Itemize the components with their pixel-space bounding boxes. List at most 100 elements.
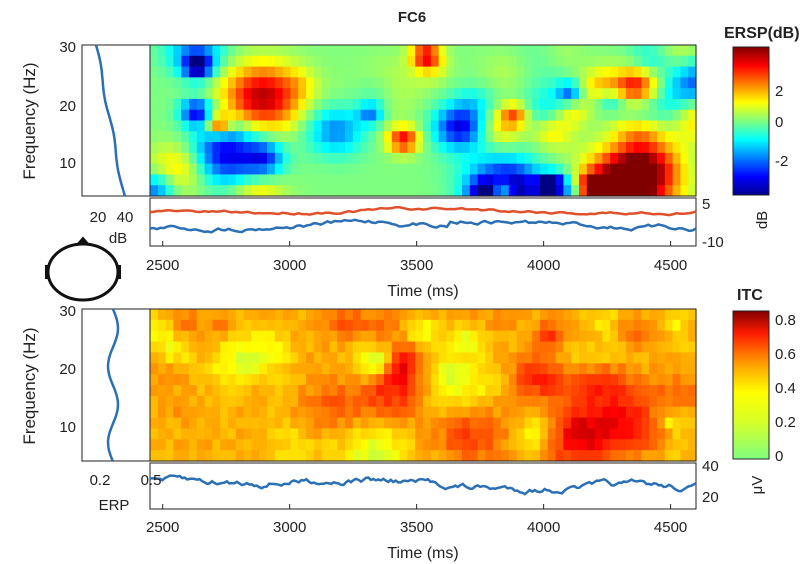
itc-cell bbox=[579, 406, 588, 419]
itc-cell bbox=[415, 439, 424, 451]
ersp-cell bbox=[368, 163, 377, 176]
ersp-cell bbox=[251, 174, 260, 186]
ersp-cell bbox=[165, 66, 174, 78]
itc-cell bbox=[547, 374, 557, 386]
ersp-cell bbox=[508, 98, 518, 111]
itc-cell bbox=[173, 417, 182, 430]
itc-cell bbox=[501, 417, 510, 430]
ersp-cell bbox=[657, 152, 666, 165]
ersp-cell bbox=[352, 98, 362, 111]
itc-cell bbox=[368, 319, 377, 332]
ersp-cell bbox=[181, 163, 190, 176]
ersp-cell bbox=[165, 163, 174, 176]
itc-cell bbox=[220, 363, 229, 375]
ersp-cell bbox=[189, 66, 198, 78]
ersp-cell bbox=[196, 152, 206, 165]
itc-cell bbox=[313, 395, 323, 408]
itc-cell bbox=[532, 341, 541, 354]
itc-cell bbox=[680, 417, 689, 430]
itc-cell bbox=[345, 406, 354, 419]
itc-cell bbox=[532, 309, 541, 321]
ersp-cell bbox=[516, 109, 525, 122]
itc-cell bbox=[501, 309, 510, 321]
ersp-cell bbox=[454, 174, 463, 186]
ersp-cell bbox=[547, 98, 557, 111]
ersp-cell bbox=[196, 142, 206, 154]
ersp-cell bbox=[649, 152, 658, 165]
itc-cell bbox=[524, 395, 533, 408]
ersp-cell bbox=[415, 55, 424, 68]
ersp-cell bbox=[298, 45, 307, 57]
ersp-cell bbox=[165, 109, 174, 122]
itc-cell bbox=[423, 330, 432, 343]
itc-cell bbox=[579, 309, 588, 321]
ersp-cell bbox=[602, 142, 611, 154]
itc-cell bbox=[571, 309, 580, 321]
itc-cell bbox=[516, 309, 525, 321]
ersp-cell bbox=[688, 98, 697, 111]
itc-ytick-10: 10 bbox=[59, 419, 76, 436]
ersp-xtick-label: 3000 bbox=[273, 257, 306, 274]
itc-cell bbox=[688, 450, 697, 462]
ersp-cell bbox=[633, 88, 642, 100]
itc-cell bbox=[321, 352, 330, 364]
ersp-cell bbox=[547, 55, 557, 68]
ersp-cell bbox=[493, 88, 502, 100]
itc-cell bbox=[571, 450, 580, 462]
itc-cell bbox=[641, 406, 650, 419]
itc-cell bbox=[360, 363, 369, 375]
itc-cell bbox=[399, 341, 408, 354]
ersp-cell bbox=[649, 142, 658, 154]
ersp-cell bbox=[306, 142, 315, 154]
itc-cell bbox=[368, 395, 377, 408]
ersp-cell bbox=[196, 163, 206, 176]
itc-cell bbox=[189, 417, 198, 430]
ersp-cell bbox=[664, 98, 674, 111]
itc-cell bbox=[547, 341, 557, 354]
ersp-cell bbox=[407, 109, 416, 122]
itc-cell bbox=[376, 374, 385, 386]
ersp-cell bbox=[384, 88, 393, 100]
ersp-cell bbox=[150, 142, 159, 154]
itc-cell bbox=[196, 395, 206, 408]
itc-cell bbox=[235, 395, 245, 408]
itc-cell bbox=[306, 450, 315, 462]
itc-cell bbox=[547, 439, 557, 451]
itc-cell bbox=[462, 319, 471, 332]
itc-cell bbox=[610, 406, 619, 419]
ersp-cell bbox=[485, 88, 494, 100]
itc-cell bbox=[337, 374, 346, 386]
ersp-cell bbox=[423, 163, 432, 176]
ersp-cell bbox=[243, 174, 252, 186]
ersp-cell bbox=[586, 185, 596, 197]
ersp-cell bbox=[469, 109, 479, 122]
itc-cell bbox=[352, 330, 362, 343]
itc-cell bbox=[680, 395, 689, 408]
ersp-cell bbox=[267, 142, 276, 154]
ersp-cell bbox=[501, 45, 510, 57]
itc-cell bbox=[313, 374, 323, 386]
itc-cell bbox=[680, 406, 689, 419]
ersp-cell bbox=[485, 109, 494, 122]
ersp-cell bbox=[360, 88, 369, 100]
ersp-cell bbox=[532, 185, 541, 197]
ersp-cell bbox=[586, 55, 596, 68]
itc-cell bbox=[501, 363, 510, 375]
ersp-cell bbox=[235, 174, 245, 186]
itc-cell bbox=[594, 428, 603, 440]
itc-cell bbox=[547, 406, 557, 419]
itc-cell bbox=[664, 374, 674, 386]
itc-cell bbox=[290, 439, 299, 451]
itc-cell bbox=[165, 374, 174, 386]
itc-cell bbox=[274, 341, 284, 354]
ersp-cell bbox=[493, 98, 502, 111]
ersp-cell bbox=[563, 152, 572, 165]
ersp-cell bbox=[563, 163, 572, 176]
itc-cell bbox=[462, 406, 471, 419]
ersp-cell bbox=[313, 152, 323, 165]
ersp-cell bbox=[485, 77, 494, 89]
ersp-cell bbox=[235, 131, 245, 143]
ersp-cell bbox=[290, 152, 299, 165]
itc-cell bbox=[430, 428, 440, 440]
